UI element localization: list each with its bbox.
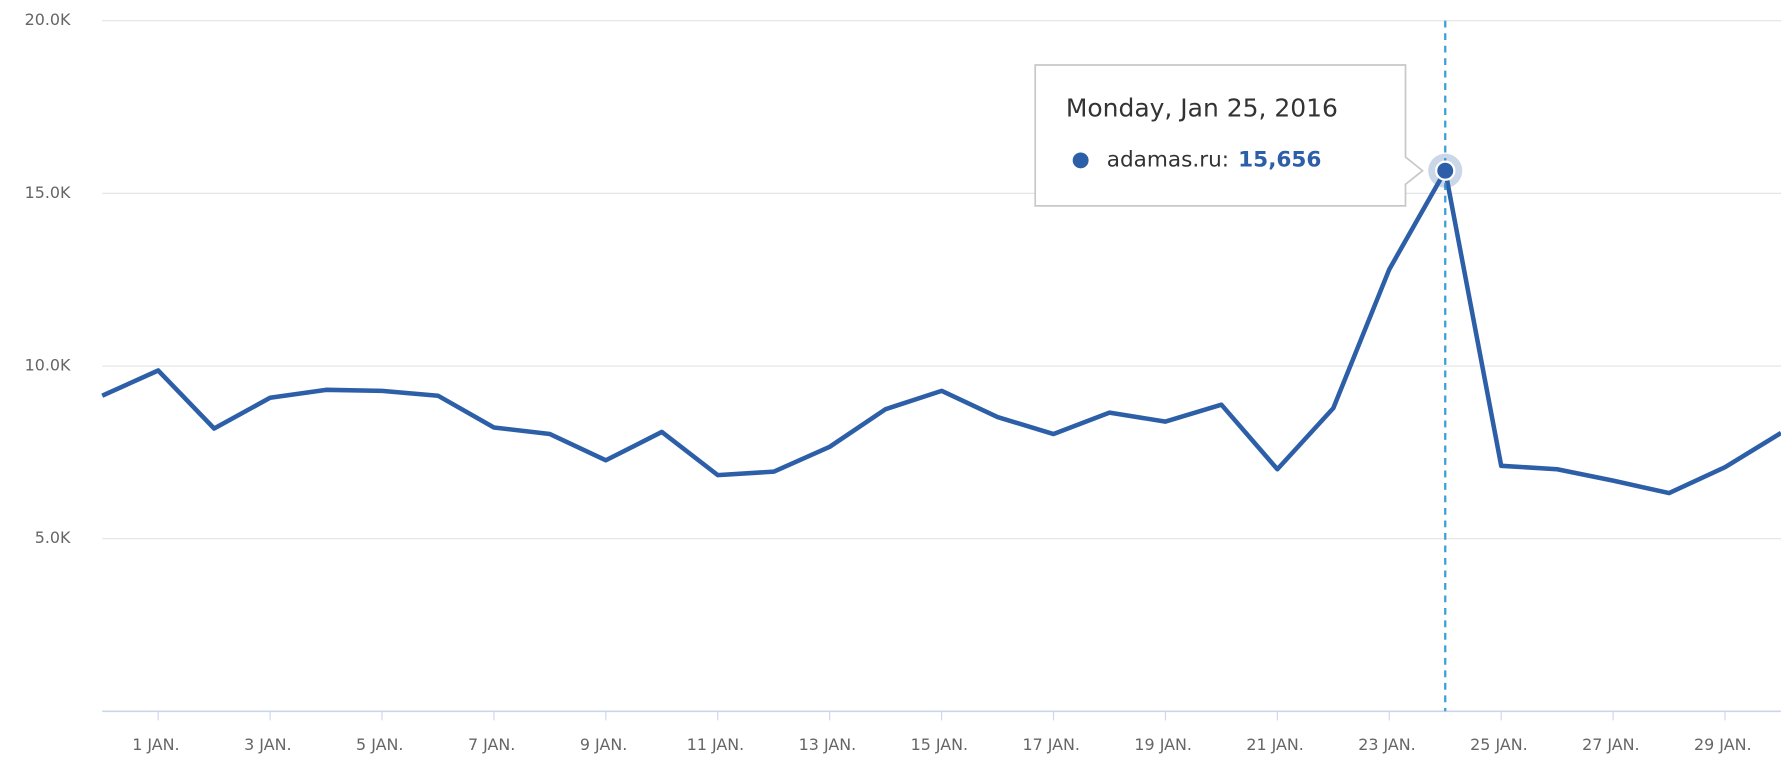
y-tick-label: 5.0K bbox=[35, 528, 71, 547]
x-tick-label: 7 JAN. bbox=[468, 735, 515, 754]
x-tick-label: 29 JAN. bbox=[1694, 735, 1752, 754]
x-tick-label: 23 JAN. bbox=[1358, 735, 1416, 754]
tooltip-title: Monday, Jan 25, 2016 bbox=[1066, 93, 1338, 122]
y-tick-label: 20.0K bbox=[25, 10, 71, 29]
x-tick-label: 11 JAN. bbox=[687, 735, 745, 754]
x-tick-label: 13 JAN. bbox=[799, 735, 857, 754]
tooltip-box bbox=[1034, 64, 1424, 207]
point bbox=[1435, 160, 1456, 181]
x-tick-label: 19 JAN. bbox=[1134, 735, 1192, 754]
y-tick-label: 10.0K bbox=[25, 356, 71, 375]
x-tick-label: 25 JAN. bbox=[1470, 735, 1528, 754]
x-tick-label: 1 JAN. bbox=[132, 735, 179, 754]
x-tick-label: 9 JAN. bbox=[580, 735, 627, 754]
tooltip-value: adamas.ru:15,656 bbox=[1107, 147, 1322, 172]
series-line bbox=[101, 168, 1781, 496]
tooltip-colon: : bbox=[1222, 147, 1229, 172]
x-tick-label: 27 JAN. bbox=[1582, 735, 1640, 754]
x-tick-label: 17 JAN. bbox=[1023, 735, 1081, 754]
x-tick-label: 21 JAN. bbox=[1246, 735, 1304, 754]
tooltip-series-name: adamas.ru bbox=[1107, 147, 1222, 172]
x-tick-label: 15 JAN. bbox=[911, 735, 968, 754]
tooltip-number: 15,656 bbox=[1238, 147, 1321, 172]
y-tick-label: 15.0K bbox=[25, 183, 71, 202]
tooltip-marker bbox=[1072, 152, 1089, 169]
x-tick-label: 3 JAN. bbox=[244, 735, 291, 754]
x-tick-label: 5 JAN. bbox=[356, 735, 403, 754]
